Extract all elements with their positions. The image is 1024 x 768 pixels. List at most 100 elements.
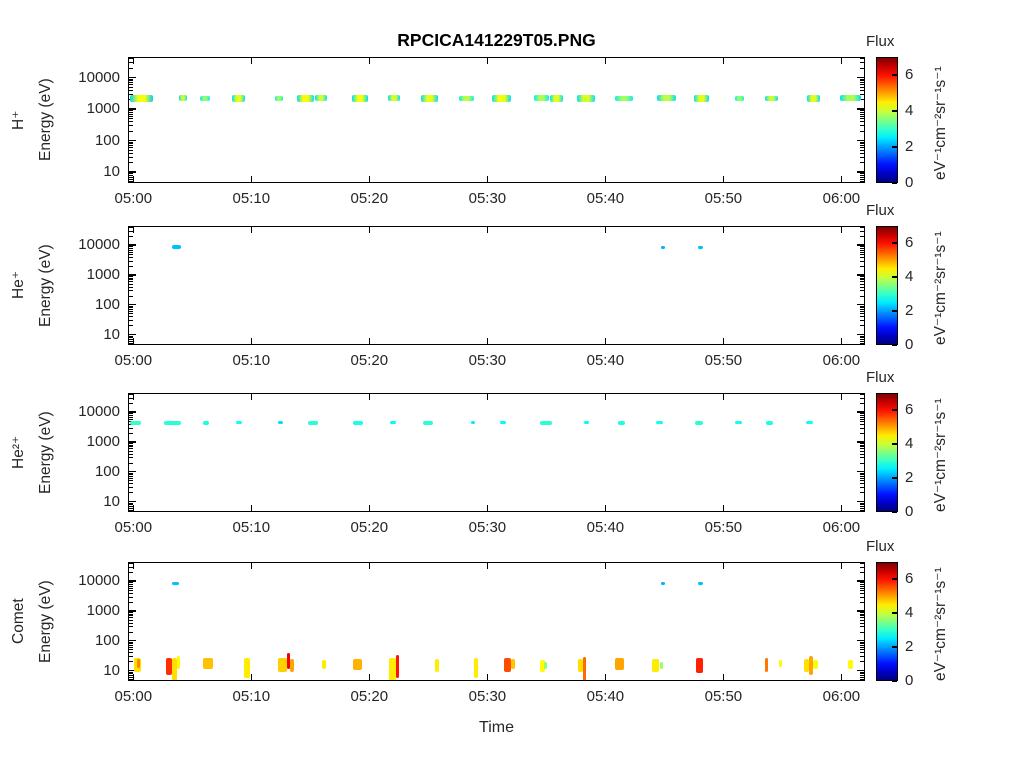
- y-minor-tick: [129, 125, 133, 126]
- y-minor-tick: [860, 505, 864, 507]
- x-tick-mark: [486, 505, 489, 511]
- x-tick-mark: [250, 338, 253, 344]
- he-2plus-flux-blob: [735, 421, 743, 425]
- y-minor-tick: [129, 510, 133, 511]
- colorbar-gradient: [876, 226, 898, 345]
- y-minor-tick: [860, 174, 864, 176]
- he-2plus-flux-blob: [423, 420, 433, 425]
- y-minor-tick: [129, 613, 133, 615]
- y-major-tick: [129, 139, 136, 142]
- x-tick-mark: [486, 58, 489, 64]
- x-tick-mark: [368, 176, 371, 182]
- colorbar-units-label: eV⁻¹cm⁻²sr⁻¹s⁻¹: [932, 66, 949, 180]
- x-tick-mark: [250, 674, 253, 680]
- he-2plus-flux-blob: [470, 421, 476, 425]
- x-tick-mark: [132, 394, 135, 400]
- y-minor-tick: [860, 251, 864, 253]
- y-minor-tick: [860, 671, 864, 673]
- x-tick-label: 05:20: [350, 352, 389, 369]
- comet-flux-blob: [848, 660, 853, 670]
- y-minor-tick: [860, 674, 864, 676]
- x-tick-mark: [132, 58, 135, 64]
- y-minor-tick: [860, 143, 864, 145]
- x-tick-label: 05:30: [468, 688, 507, 705]
- y-minor-tick: [860, 316, 864, 318]
- colorbar-tick-label: 0: [905, 503, 914, 520]
- comet-flux-blob: [660, 581, 666, 585]
- y-minor-tick: [129, 325, 133, 327]
- y-minor-tick: [129, 80, 133, 82]
- y-minor-tick: [129, 174, 133, 176]
- x-tick-mark: [840, 563, 843, 569]
- comet-flux-blob: [659, 661, 663, 670]
- y-minor-tick: [129, 246, 133, 248]
- y-minor-tick: [129, 446, 133, 448]
- x-tick-mark: [368, 338, 371, 344]
- species-label-h-plus: H⁺: [10, 110, 27, 130]
- y-minor-tick: [129, 656, 133, 657]
- x-tick-mark: [250, 58, 253, 64]
- he-2plus-flux-blob: [618, 420, 626, 425]
- y-minor-tick: [860, 582, 864, 584]
- x-tick-label: 05:50: [704, 190, 743, 207]
- x-tick-mark: [250, 176, 253, 182]
- y-minor-tick: [129, 619, 133, 621]
- y-minor-tick: [860, 504, 864, 506]
- colorbar-tick-label: 2: [905, 138, 914, 155]
- y-minor-tick: [129, 427, 133, 429]
- y-minor-tick: [860, 656, 864, 657]
- x-tick-mark: [604, 338, 607, 344]
- h-plus-flux-blob: [549, 95, 563, 102]
- y-major-tick: [129, 639, 136, 642]
- y-minor-tick: [860, 337, 864, 339]
- y-minor-tick: [129, 143, 133, 145]
- y-tick-label: 10: [103, 163, 120, 181]
- comet-flux-blob: [510, 659, 516, 670]
- y-minor-tick: [860, 679, 864, 680]
- h-plus-flux-blob: [274, 95, 283, 102]
- colorbar-units-label: eV⁻¹cm⁻²sr⁻¹s⁻¹: [932, 231, 949, 346]
- y-minor-tick: [129, 121, 133, 123]
- y-minor-tick: [129, 249, 133, 251]
- he-2plus-flux-blob: [202, 420, 209, 425]
- x-tick-mark: [486, 176, 489, 182]
- comet-flux-blob: [202, 658, 214, 670]
- y-minor-tick: [860, 649, 864, 651]
- h-plus-flux-blob: [614, 95, 634, 102]
- y-minor-tick: [129, 281, 133, 283]
- y-minor-tick: [129, 418, 133, 420]
- y-minor-tick: [129, 84, 133, 86]
- y-minor-tick: [860, 305, 864, 307]
- colorbar-tick-label: 0: [905, 336, 914, 353]
- y-minor-tick: [860, 596, 864, 598]
- x-tick-label: 05:20: [350, 688, 389, 705]
- y-major-tick: [857, 411, 864, 413]
- y-minor-tick: [860, 283, 864, 285]
- panel-h-plus-plot-area: [128, 57, 865, 183]
- y-minor-tick: [860, 416, 864, 418]
- h-plus-flux-blob: [534, 95, 549, 102]
- y-minor-tick: [860, 572, 864, 573]
- y-major-tick: [857, 500, 864, 503]
- y-minor-tick: [860, 86, 864, 88]
- y-major-tick: [129, 669, 136, 672]
- y-tick-label: 100: [94, 131, 120, 149]
- y-minor-tick: [860, 277, 864, 279]
- y-minor-tick: [129, 149, 133, 151]
- comet-flux-blob: [778, 660, 783, 668]
- y-major-tick: [857, 108, 864, 110]
- he-2plus-flux-blob: [163, 420, 182, 425]
- y-tick-label: 10000: [78, 572, 120, 590]
- y-minor-tick: [860, 147, 864, 149]
- x-tick-label: 05:00: [114, 352, 153, 369]
- comet-flux-blob: [166, 657, 173, 675]
- y-minor-tick: [129, 118, 133, 120]
- y-major-tick: [129, 610, 136, 612]
- y-tick-label: 10: [103, 325, 120, 343]
- y-minor-tick: [129, 320, 133, 321]
- y-minor-tick: [860, 647, 864, 648]
- y-minor-tick: [129, 589, 133, 591]
- y-minor-tick: [860, 652, 864, 654]
- x-tick-label: 05:20: [350, 519, 389, 536]
- x-tick-mark: [604, 505, 607, 511]
